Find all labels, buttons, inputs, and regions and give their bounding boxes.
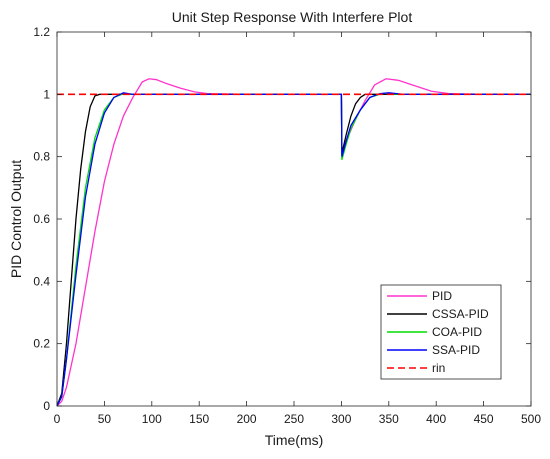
y-tick-label: 0.4 xyxy=(33,274,50,288)
legend-label-rin: rin xyxy=(432,361,445,375)
legend-label-ssa-pid: SSA-PID xyxy=(432,343,480,357)
y-axis-label: PID Control Output xyxy=(8,160,24,278)
legend-label-pid: PID xyxy=(432,289,452,303)
x-tick-label: 350 xyxy=(379,412,399,426)
plot-frame xyxy=(56,31,532,407)
x-tick-label: 200 xyxy=(237,412,257,426)
y-tick-label: 1.2 xyxy=(33,25,50,39)
y-tick-label: 0.8 xyxy=(33,150,50,164)
x-tick-label: 450 xyxy=(474,412,494,426)
x-axis-label: Time(ms) xyxy=(265,432,324,448)
y-tick-label: 0.2 xyxy=(33,337,50,351)
y-tick-label: 0 xyxy=(43,399,50,413)
series-layer xyxy=(56,78,531,407)
y-tick-label: 1 xyxy=(43,87,50,101)
x-tick-label: 150 xyxy=(189,412,209,426)
tick-layer: 0 50 100 150 200 250 300 350 400 450 500 0 0.2 0.4 0.6… xyxy=(33,25,541,426)
x-tick-label: 250 xyxy=(284,412,304,426)
series-line-cssa-pid xyxy=(56,93,531,407)
legend-label-coa-pid: COA-PID xyxy=(432,325,482,339)
x-tick-label: 300 xyxy=(331,412,351,426)
x-tick-label: 400 xyxy=(426,412,446,426)
legend: PID CSSA-PID COA-PID SSA-PID rin xyxy=(380,284,502,380)
x-tick-label: 0 xyxy=(54,412,61,426)
x-tick-label: 100 xyxy=(142,412,162,426)
x-tick-label: 500 xyxy=(521,412,541,426)
series-line-pid xyxy=(56,78,531,407)
x-tick-label: 50 xyxy=(98,412,112,426)
chart-title: Unit Step Response With Interfere Plot xyxy=(172,9,413,25)
legend-label-cssa-pid: CSSA-PID xyxy=(432,307,489,321)
y-tick-label: 0.6 xyxy=(33,212,50,226)
